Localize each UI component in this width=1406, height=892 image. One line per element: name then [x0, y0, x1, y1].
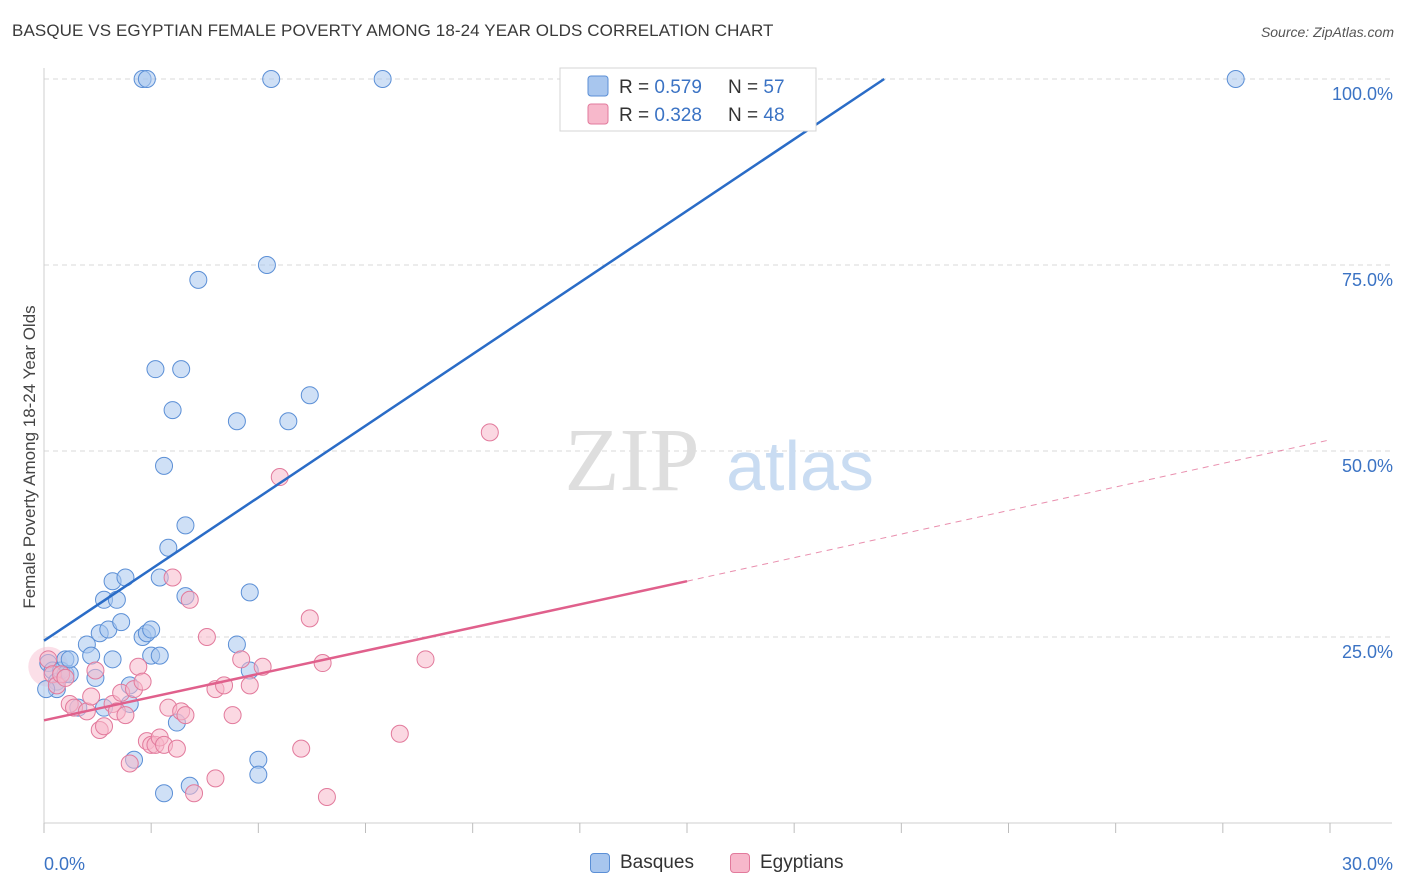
- legend-swatch-basques: [587, 75, 609, 97]
- basques-point: [257, 256, 276, 274]
- egyptians-point: [317, 787, 336, 806]
- egyptians-point: [163, 568, 182, 587]
- legend-r-label-egyptians: R =: [619, 105, 654, 126]
- legend-label-egyptians: Egyptians: [760, 852, 844, 873]
- legend-n-value-basques: 57: [763, 77, 784, 98]
- svg-text:N = 48: N = 48: [728, 105, 785, 126]
- chart-title: BASQUE VS EGYPTIAN FEMALE POVERTY AMONG …: [12, 21, 774, 40]
- egyptians-point: [167, 739, 186, 758]
- watermark: ZIP atlas: [565, 411, 874, 510]
- svg-text:R = 0.328: R = 0.328: [619, 105, 702, 126]
- y-tick-label: 50.0%: [1342, 456, 1393, 476]
- y-tick-label: 75.0%: [1342, 270, 1393, 290]
- egyptians-point: [232, 650, 251, 669]
- egyptians-point: [56, 668, 75, 687]
- basques-point: [155, 784, 174, 803]
- egyptians-point: [390, 724, 409, 743]
- basques-trend-line: [43, 77, 885, 642]
- basques-point: [107, 590, 126, 609]
- basques-point: [163, 401, 182, 420]
- legend-r-label-basques: R =: [619, 77, 654, 98]
- basques-point: [103, 650, 122, 669]
- legend-item-egyptians: Egyptians: [730, 852, 843, 874]
- egyptians-point: [120, 754, 139, 773]
- y-tick-label: 25.0%: [1342, 642, 1393, 662]
- egyptians-point: [292, 739, 311, 758]
- basques-point: [155, 456, 174, 475]
- legend-swatch-basques: [590, 853, 610, 873]
- y-tick-label: 100.0%: [1332, 84, 1393, 104]
- basques-point: [142, 620, 161, 639]
- egyptians-point: [300, 609, 319, 628]
- egyptians-point: [95, 717, 114, 736]
- egyptians-point: [480, 423, 499, 442]
- legend-r-value-basques: 0.579: [654, 77, 702, 98]
- basques-point: [112, 613, 131, 632]
- basques-point: [262, 70, 281, 88]
- egyptians-point: [82, 687, 101, 706]
- egyptians-point: [185, 784, 204, 803]
- basques-point: [227, 412, 246, 431]
- legend-swatch-egyptians: [730, 853, 750, 873]
- legend-n-value-egyptians: 48: [763, 105, 784, 126]
- watermark-atlas: atlas: [726, 427, 874, 505]
- basques-point: [279, 412, 298, 431]
- legend-top: R = 0.579 N = 57 R = 0.328 N = 48: [559, 67, 817, 132]
- basques-point: [60, 650, 79, 669]
- legend-label-basques: Basques: [620, 852, 694, 873]
- basques-point: [176, 516, 195, 535]
- egyptians-point: [133, 672, 152, 691]
- x-tick-label-max: 30.0%: [1342, 854, 1393, 874]
- basques-point: [300, 386, 319, 405]
- basques-point: [150, 646, 169, 665]
- watermark-zip: ZIP: [565, 411, 700, 510]
- basques-point: [249, 765, 268, 784]
- egyptians-point: [180, 590, 199, 609]
- legend-n-label-egyptians: N =: [728, 105, 763, 126]
- egyptians-point: [223, 706, 242, 725]
- egyptians-point: [240, 676, 259, 695]
- egyptians-point: [176, 706, 195, 725]
- egyptians-point: [206, 769, 225, 788]
- egyptians-point: [116, 706, 135, 725]
- egyptians-trend-line: [43, 579, 688, 722]
- svg-text:R = 0.579: R = 0.579: [619, 77, 702, 98]
- basques-point: [240, 583, 259, 602]
- basques-point: [189, 270, 208, 289]
- grid-layer: [44, 78, 1392, 638]
- y-axis-label: Female Poverty Among 18-24 Year Olds: [20, 305, 39, 608]
- legend-r-value-egyptians: 0.328: [654, 105, 702, 126]
- legend-bottom: Basques Egyptians: [0, 852, 1406, 878]
- legend-item-basques: Basques: [590, 852, 694, 874]
- basques-point: [1226, 70, 1245, 88]
- egyptians-point: [416, 650, 435, 669]
- source-label: Source: ZipAtlas.com: [1260, 24, 1394, 40]
- egyptians-point: [86, 661, 105, 680]
- axis-layer: 25.0% 50.0% 75.0% 100.0% 0.0% 30.0%: [43, 68, 1393, 874]
- legend-swatch-egyptians: [587, 103, 609, 125]
- trend-layer: [43, 77, 1331, 722]
- basques-point: [172, 360, 191, 379]
- basques-point: [227, 635, 246, 654]
- basques-point: [137, 70, 156, 88]
- svg-text:N = 57: N = 57: [728, 77, 785, 98]
- egyptians-point: [197, 628, 216, 646]
- egyptians-point: [129, 657, 148, 676]
- basques-point: [82, 646, 101, 665]
- egyptians-point: [313, 654, 332, 673]
- legend-n-label-basques: N =: [728, 77, 763, 98]
- basques-point: [373, 70, 392, 88]
- x-tick-label-min: 0.0%: [44, 854, 85, 874]
- egyptians-point: [39, 650, 58, 669]
- basques-point: [146, 360, 165, 379]
